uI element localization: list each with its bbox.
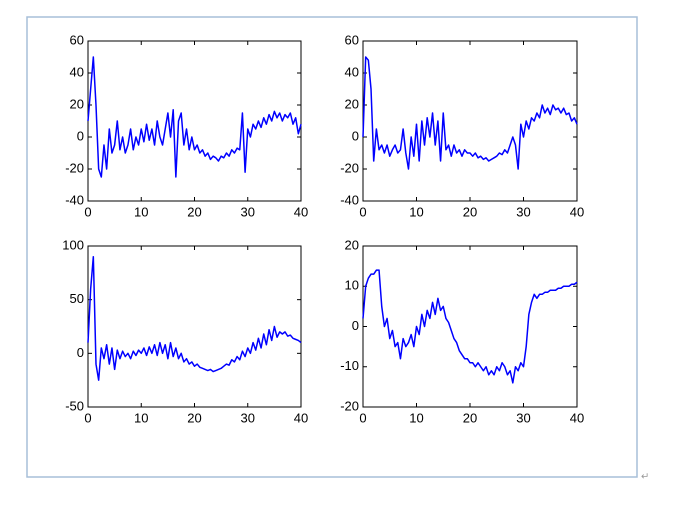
data-line: [362, 56, 578, 170]
x-tick-label: 0: [84, 410, 91, 425]
x-tick-label: 40: [570, 410, 584, 425]
y-tick-label: 0: [77, 345, 84, 360]
y-tick-label: 60: [70, 32, 84, 47]
x-tick-label: 10: [409, 204, 423, 219]
x-tick-label: 30: [241, 410, 255, 425]
y-tick-label: -20: [340, 160, 359, 175]
x-tick-label: 20: [463, 410, 477, 425]
y-tick-label: 20: [345, 96, 359, 111]
plot-area: [87, 40, 302, 202]
x-tick-label: 0: [359, 204, 366, 219]
data-line: [362, 269, 578, 384]
y-tick-label: 20: [345, 237, 359, 252]
y-tick-label: 0: [77, 128, 84, 143]
x-tick-label: 30: [241, 204, 255, 219]
y-tick-label: -50: [65, 398, 84, 413]
plot-area: [362, 245, 578, 408]
y-tick-label: 50: [70, 291, 84, 306]
x-tick-label: 0: [84, 204, 91, 219]
y-tick-label: 20: [70, 96, 84, 111]
x-tick-label: 40: [570, 204, 584, 219]
y-tick-label: 100: [62, 237, 84, 252]
x-tick-label: 10: [409, 410, 423, 425]
data-line: [87, 255, 302, 381]
document-frame: [26, 16, 638, 478]
y-tick-label: 0: [352, 318, 359, 333]
y-tick-label: -40: [65, 192, 84, 207]
x-tick-label: 40: [294, 410, 308, 425]
return-mark: ↵: [641, 472, 649, 483]
x-tick-label: 30: [516, 204, 530, 219]
x-tick-label: 10: [134, 410, 148, 425]
y-tick-label: -40: [340, 192, 359, 207]
x-tick-label: 0: [359, 410, 366, 425]
y-tick-label: 40: [345, 64, 359, 79]
x-tick-label: 40: [294, 204, 308, 219]
plot-area: [362, 40, 578, 202]
x-tick-label: 20: [187, 204, 201, 219]
y-tick-label: -20: [65, 160, 84, 175]
plot-area: [87, 245, 302, 408]
y-tick-label: 40: [70, 64, 84, 79]
x-tick-label: 10: [134, 204, 148, 219]
x-tick-label: 30: [516, 410, 530, 425]
y-tick-label: -10: [340, 358, 359, 373]
y-tick-label: -20: [340, 398, 359, 413]
x-tick-label: 20: [187, 410, 201, 425]
y-tick-label: 10: [345, 278, 359, 293]
y-tick-label: 60: [345, 32, 359, 47]
y-tick-label: 0: [352, 128, 359, 143]
data-line: [87, 56, 302, 178]
x-tick-label: 20: [463, 204, 477, 219]
